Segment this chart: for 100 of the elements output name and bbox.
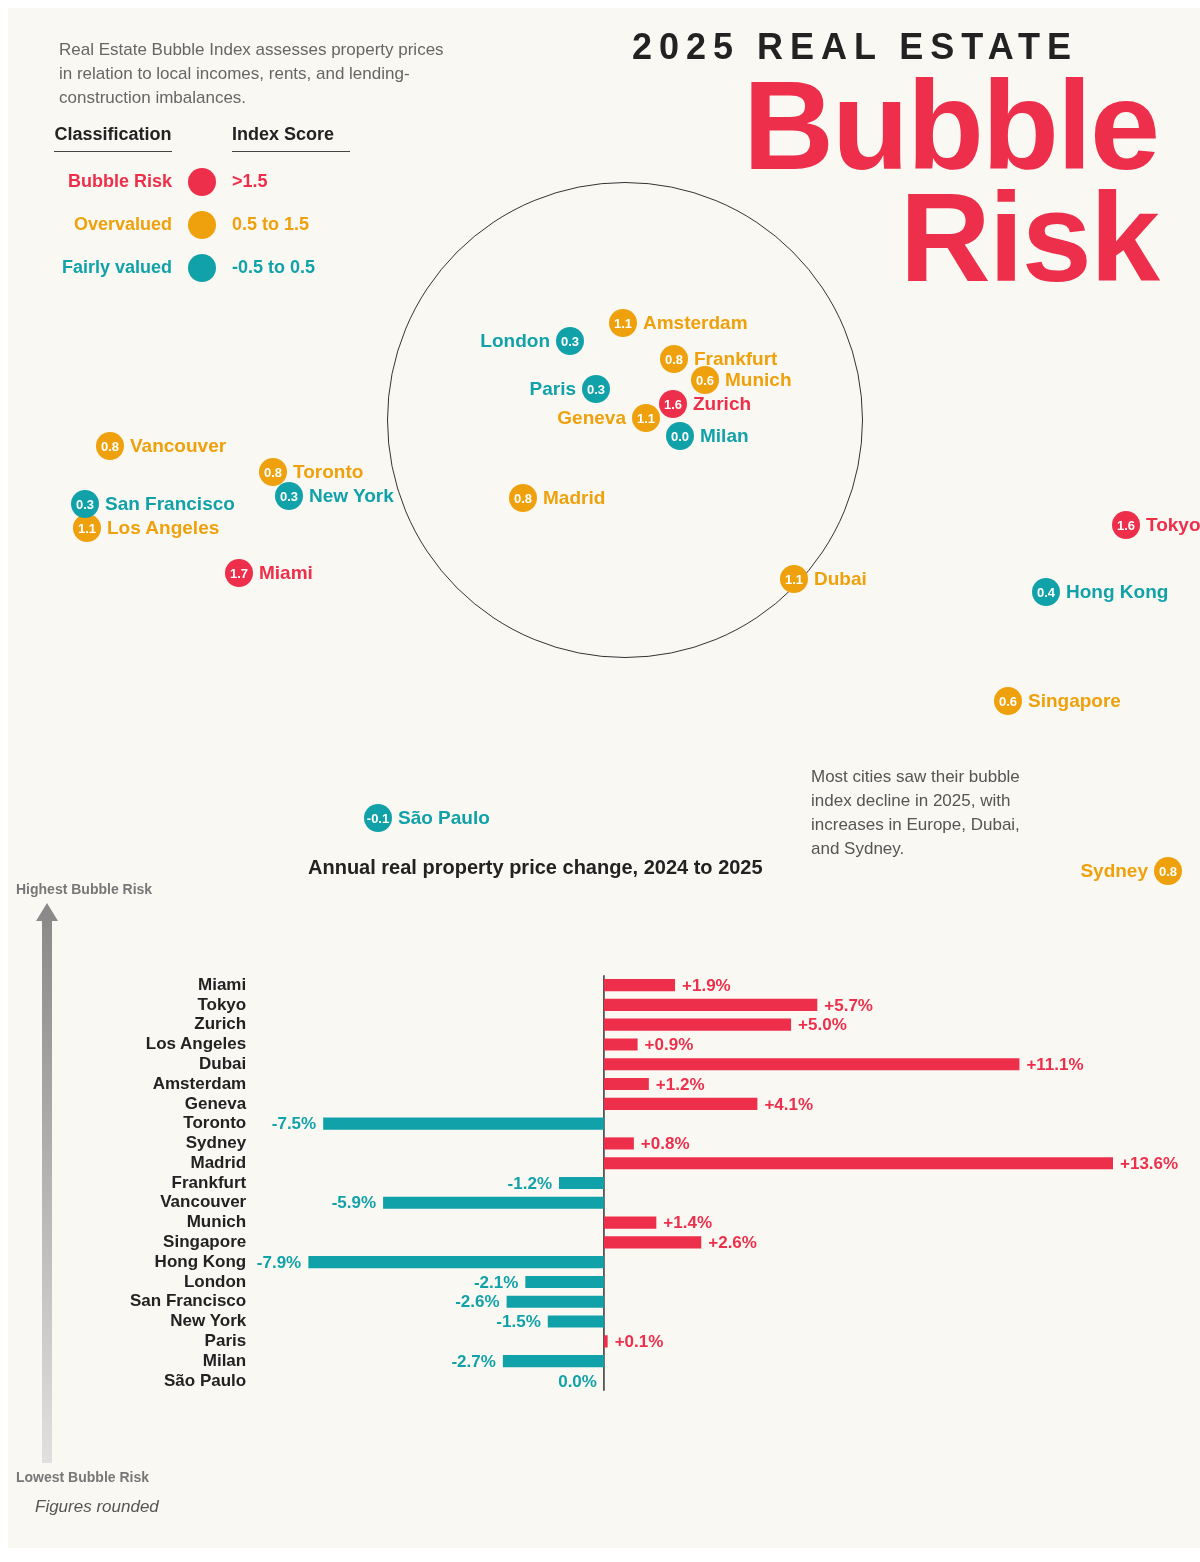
chart-title: Annual real property price change, 2024 to 2025: [308, 856, 763, 879]
data-label: -2.6%: [455, 1292, 500, 1312]
data-label: +2.6%: [708, 1233, 757, 1253]
data-label: -7.9%: [256, 1252, 302, 1272]
y-tick-label: Geneva: [184, 1093, 247, 1113]
bar: [603, 1216, 657, 1229]
text: Most cities saw their bubble index decline in 2025, with increases in Europe, Dubai, and Sydney.: [811, 766, 1021, 860]
category-label: Vancouver: [130, 435, 227, 457]
category-label: Overvalued: [72, 214, 172, 235]
y-tick-label: Madrid: [190, 1152, 247, 1172]
bar: [308, 1256, 604, 1269]
category-label: London: [480, 330, 550, 352]
data-label: -2.7%: [451, 1351, 496, 1371]
text: 0.5 to 1.5: [232, 214, 310, 235]
data-label: -5.9%: [331, 1193, 377, 1213]
category-label: Madrid: [543, 487, 606, 509]
bar: [603, 1335, 608, 1348]
bar: [603, 1038, 638, 1051]
data-label: +1.2%: [655, 1074, 705, 1094]
y-tick-label: Paris: [204, 1331, 247, 1351]
category-label: Milan: [700, 425, 749, 447]
bar: [603, 1137, 634, 1150]
y-tick-label: Miami: [198, 974, 247, 994]
data-label: -2.1%: [473, 1272, 519, 1292]
text: Highest Bubble Risk: [16, 881, 153, 897]
category-label: New York: [309, 485, 394, 507]
category-label: Toronto: [293, 461, 364, 483]
data-label: +0.8%: [640, 1134, 690, 1154]
data-label: 0.3: [582, 375, 610, 403]
text: >1.5: [232, 171, 268, 192]
bar: [559, 1176, 604, 1190]
bar: [603, 1018, 792, 1031]
bar: [383, 1196, 604, 1209]
data-label: 1.1: [780, 565, 808, 593]
y-tick-label: San Francisco: [129, 1291, 247, 1311]
category-label: Singapore: [1028, 690, 1121, 712]
data-label: -1.5%: [496, 1312, 541, 1332]
data-label: +0.1%: [614, 1332, 664, 1352]
y-tick-label: Milan: [202, 1350, 247, 1370]
y-tick-label: Frankfurt: [171, 1172, 247, 1192]
category-label: Los Angeles: [107, 517, 220, 539]
bar: [506, 1295, 604, 1308]
text: Figures rounded: [35, 1497, 159, 1517]
category-label: São Paulo: [398, 807, 490, 829]
category-label: Miami: [259, 562, 313, 584]
y-tick-label: São Paulo: [164, 1370, 247, 1390]
y-tick-label: Vancouver: [160, 1192, 247, 1212]
data-label: 0.3: [275, 482, 303, 510]
category-label: Tokyo: [1146, 514, 1200, 536]
y-tick-label: Toronto: [183, 1113, 247, 1133]
text: Classification: [54, 124, 172, 152]
bar: [603, 1097, 758, 1110]
data-label: 0.8: [259, 458, 287, 486]
category-label: Sydney: [1080, 860, 1148, 882]
data-label: +13.6%: [1120, 1153, 1179, 1173]
bar: [603, 998, 818, 1011]
data-label: +4.1%: [764, 1094, 814, 1114]
data-label: 0.3: [556, 327, 584, 355]
category-label: Hong Kong: [1066, 581, 1169, 603]
data-label: 1.1: [632, 404, 660, 432]
data-label: 0.8: [96, 432, 124, 460]
data-label: 1.6: [1112, 511, 1140, 539]
category-label: Munich: [725, 369, 792, 391]
data-label: 0.6: [695, 372, 715, 388]
y-tick-label: Sydney: [185, 1133, 247, 1153]
y-tick-label: Munich: [186, 1212, 247, 1232]
data-label: 0.4: [1032, 578, 1060, 606]
data-label: 1.1: [609, 309, 637, 337]
bar: [547, 1315, 604, 1328]
bar: [603, 1058, 1020, 1071]
data-label: +0.9%: [644, 1035, 694, 1055]
text: -0.5 to 0.5: [232, 257, 316, 278]
data-label: 0.6: [994, 687, 1022, 715]
y-tick-label: Tokyo: [197, 994, 247, 1014]
y-tick-label: New York: [170, 1311, 247, 1331]
category-label: Frankfurt: [694, 348, 778, 370]
data-label: +5.7%: [824, 995, 873, 1015]
data-label: 0.8: [1154, 857, 1182, 885]
data-label: 0.8: [509, 484, 537, 512]
bar: [603, 1157, 1113, 1170]
category-label: Geneva: [557, 407, 626, 429]
bar: [525, 1275, 604, 1289]
data-label: +1.9%: [682, 975, 731, 995]
data-label: 1.7: [225, 559, 253, 587]
y-tick-label: Dubai: [198, 1053, 247, 1073]
category-label: Dubai: [814, 568, 867, 590]
data-label: 0.3: [71, 490, 99, 518]
data-label: +1.4%: [663, 1213, 713, 1233]
text: Lowest Bubble Risk: [16, 1469, 150, 1485]
data-label: -0.1: [364, 804, 392, 832]
y-tick-label: Zurich: [194, 1014, 247, 1034]
data-label: 1.1: [73, 514, 101, 542]
data-label: 1.6: [659, 390, 687, 418]
data-label: +11.1%: [1026, 1054, 1084, 1074]
y-tick-label: London: [183, 1271, 247, 1291]
bar: [603, 979, 676, 992]
data-label: 0.8: [660, 345, 688, 373]
text: Index Score: [232, 124, 350, 152]
data-label: -7.5%: [271, 1114, 317, 1134]
y-tick-label: Amsterdam: [152, 1073, 247, 1093]
